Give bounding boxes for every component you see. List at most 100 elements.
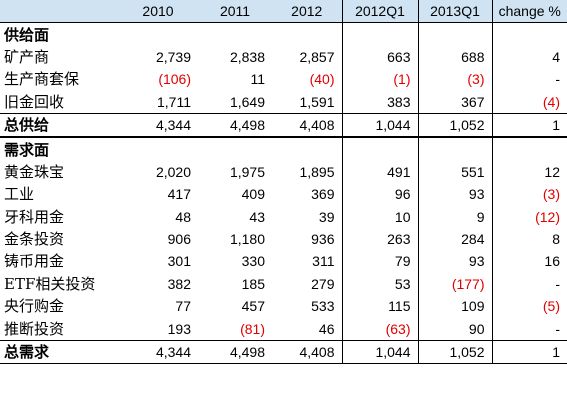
supply-row: 生产商套保 (106) 11 (40) (1) (3) - [0,68,567,91]
value-cell: (3) [417,68,492,91]
value-cell: - [491,317,567,341]
value-cell: 301 [167,253,191,270]
value-cell: 279 [311,275,335,292]
value-cell: 367 [417,90,492,114]
value-cell: 1,180 [229,231,265,248]
value-cell: 1,975 [229,163,265,180]
value-cell: 115 [341,295,418,318]
value-cell: 109 [417,295,492,318]
value-cell: (81) [198,317,272,341]
value-cell: 185 [241,275,265,292]
value-cell: 284 [417,227,492,251]
value-cell: 906 [167,231,191,248]
value-cell: 11 [250,71,265,88]
value-cell: 551 [417,160,492,184]
value-cell: 43 [249,208,265,225]
value-cell: 330 [241,253,265,270]
empty-cell [491,137,567,161]
empty-cell [417,137,492,161]
row-label: 金条投资 [4,230,65,249]
value-cell: 688 [417,45,492,69]
header-2011: 2011 [198,0,272,24]
value-cell: 2,020 [155,163,191,180]
header-2012q1: 2012Q1 [341,0,418,24]
value-cell: 1,044 [341,340,418,365]
value-cell: 1,591 [272,90,342,114]
empty-cell [272,137,342,160]
demand-row: 工业 417 409 369 96 93 (3) [0,183,567,206]
row-label: 牙科用金 [4,207,65,226]
value-cell: 4,408 [272,340,342,365]
demand-row: 牙科用金 48 43 39 10 9 (12) [0,205,567,228]
row-label: 央行购金 [4,297,65,316]
value-cell: 53 [341,272,418,296]
value-cell: 409 [241,186,265,203]
supply-total-row: 总供给 4,344 4,498 4,408 1,044 1,052 1 [0,113,567,139]
value-cell: 193 [118,317,198,341]
value-cell: 382 [167,275,191,292]
value-cell: (4) [491,90,567,114]
value-cell: 663 [341,45,418,69]
value-cell: 48 [175,208,191,225]
demand-total-row: 总需求 4,344 4,498 4,408 1,044 1,052 1 [0,340,567,365]
value-cell: (63) [341,317,418,341]
row-label: 旧金回收 [0,90,118,114]
value-cell: 457 [241,298,265,315]
value-cell: 1,895 [299,163,335,180]
value-cell: 12 [491,160,567,184]
value-cell: 2,857 [299,48,335,65]
value-cell: 533 [311,298,335,315]
value-cell: 4,498 [198,113,272,139]
row-label: 推断投资 [0,317,118,341]
value-cell: 263 [341,227,418,251]
demand-row: 金条投资 906 1,180 936 263 284 8 [0,227,567,251]
value-cell: 96 [341,183,418,206]
value-cell: 2,739 [155,48,191,65]
value-cell: 417 [167,186,191,203]
row-label: 总需求 [0,340,118,365]
value-cell: (3) [491,183,567,206]
value-cell: 4,344 [118,113,198,139]
value-cell: 79 [341,250,418,273]
value-cell: 4,408 [272,113,342,139]
value-cell: (40) [309,71,335,88]
value-cell: (12) [491,205,567,228]
value-cell: 93 [417,250,492,273]
value-cell: 1,649 [198,90,272,114]
value-cell: 10 [341,205,418,228]
value-cell: 46 [272,317,342,341]
value-cell: 936 [311,231,335,248]
value-cell: (1) [341,68,418,91]
empty-cell [198,23,272,46]
value-cell: 1,711 [118,90,198,114]
value-cell: 1,044 [341,113,418,139]
header-row: 2010 2011 2012 2012Q1 2013Q1 change % [0,0,567,24]
header-2013q1: 2013Q1 [417,0,492,24]
value-cell: (177) [417,272,492,296]
supply-row: 矿产商 2,739 2,838 2,857 663 688 4 [0,45,567,69]
demand-row: 铸币用金 301 330 311 79 93 16 [0,250,567,273]
value-cell: 8 [491,227,567,251]
value-cell: 383 [341,90,418,114]
value-cell: 93 [417,183,492,206]
empty-cell [341,137,418,161]
value-cell: 1,052 [417,113,492,139]
row-label: 矿产商 [4,47,50,66]
value-cell: 311 [312,253,335,270]
value-cell: 9 [417,205,492,228]
value-cell: 16 [491,250,567,273]
header-change: change % [491,0,567,24]
value-cell: - [491,272,567,296]
demand-row: 推断投资 193 (81) 46 (63) 90- [0,317,567,341]
empty-cell [491,22,567,46]
supply-row: 旧金回收 1,711 1,649 1,591 383 367 (4) [0,90,567,114]
row-label: 黄金珠宝 [4,162,65,181]
empty-cell [198,137,272,160]
header-2012: 2012 [272,0,342,24]
row-label: 生产商套保 [4,70,80,89]
empty-cell [118,23,198,46]
value-cell: 4,498 [198,340,272,365]
header-blank [0,0,118,24]
demand-row: 央行购金 77 457 533 115 109 (5) [0,295,567,318]
empty-cell [417,22,492,46]
